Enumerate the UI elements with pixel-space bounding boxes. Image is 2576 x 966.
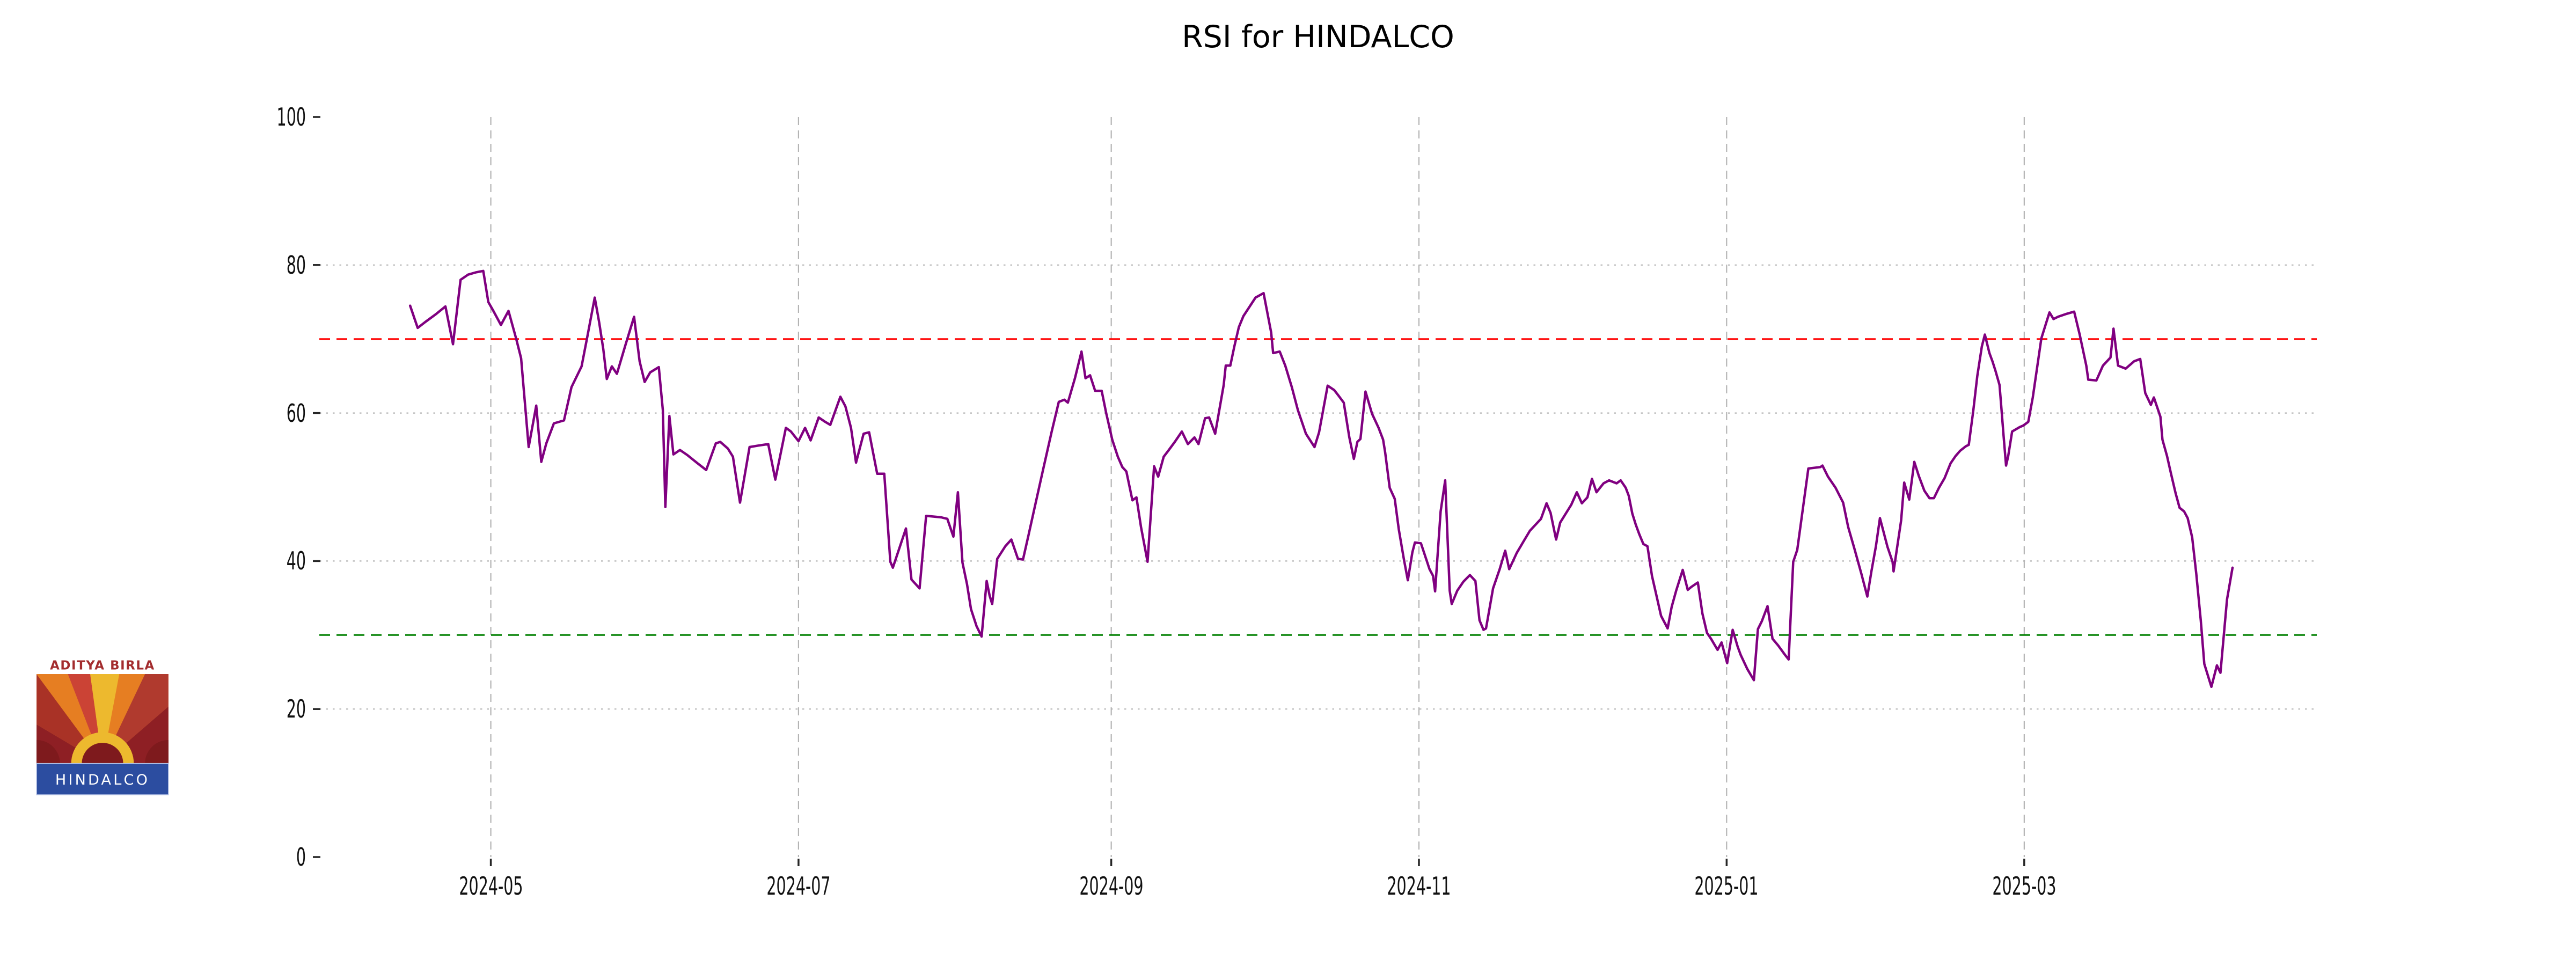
page-title: RSI for HINDALCO — [1182, 19, 1454, 55]
logo-brand-text: ADITYA BIRLA — [50, 659, 155, 673]
x-tick-label-2024-07: 2024-07 — [766, 872, 831, 901]
y-tick-label-100: 100 — [276, 103, 306, 131]
x-tick-label-2024-09: 2024-09 — [1079, 872, 1144, 901]
x-tick-label-2024-11: 2024-11 — [1387, 872, 1451, 901]
tick-marks — [313, 116, 2025, 866]
rsi-line — [408, 269, 2234, 689]
logo-sunburst-icon — [36, 674, 169, 764]
y-tick-label-20: 20 — [286, 694, 306, 724]
y-tick-label-0: 0 — [296, 843, 306, 872]
logo-graphic: ADITYA BIRLA HINDALCO — [36, 659, 169, 795]
x-tick-label-2025-01: 2025-01 — [1694, 872, 1759, 901]
y-tick-label-60: 60 — [286, 398, 306, 428]
y-tick-label-40: 40 — [286, 546, 306, 576]
aditya-birla-hindalco-logo: ADITYA BIRLA HINDALCO — [35, 657, 170, 799]
logo-company-text: HINDALCO — [55, 772, 150, 788]
logo-company-band: HINDALCO — [36, 763, 169, 795]
x-tick-label-2024-05: 2024-05 — [458, 872, 523, 901]
x-tick-label-2025-03: 2025-03 — [1992, 872, 2057, 901]
gridlines — [319, 117, 2317, 857]
y-tick-label-80: 80 — [286, 250, 306, 280]
